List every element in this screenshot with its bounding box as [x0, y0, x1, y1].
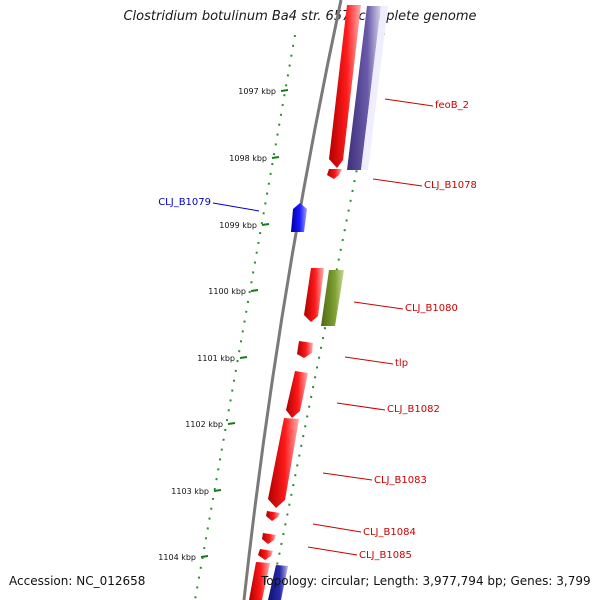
gene-callout-line [336, 402, 386, 411]
accession-text: Accession: NC_012658 [9, 574, 146, 588]
scale-tick-label: 1100 kbp [208, 287, 246, 296]
inner-dotted-track [194, 34, 296, 600]
gene-callout-line [372, 178, 423, 187]
CLJ_B1083-arrow [268, 418, 299, 508]
gene-callout-line [212, 202, 260, 212]
scale-tick-mark [261, 223, 270, 226]
gene-label: CLJ_B1083 [374, 475, 427, 486]
scale-tick-mark [213, 489, 222, 492]
gene-label: CLJ_B1085 [359, 550, 412, 561]
genome-backbone [242, 0, 343, 600]
gene-callout-line [384, 98, 434, 107]
scale-tick-label: 1099 kbp [219, 221, 257, 230]
gene-label: CLJ_B1084 [363, 527, 416, 538]
feoB_2-track-bar [347, 6, 381, 170]
gene-callout-line [322, 472, 373, 481]
feoB_2-track-bar-fade [361, 6, 388, 170]
scale-tick-mark [227, 422, 236, 425]
CLJ_B1080-track-bar [321, 270, 344, 326]
CLJ_B1079-arrow [291, 203, 307, 232]
gene-label: CLJ_B1078 [424, 180, 477, 191]
scale-tick-label: 1104 kbp [158, 553, 196, 562]
bottom-red-arrow [249, 562, 270, 600]
gene-label: CLJ_B1082 [387, 404, 440, 415]
feoB_2-arrow [329, 5, 361, 168]
gene-callout-line [344, 356, 394, 365]
gene-label: CLJ_B1079 [158, 197, 211, 208]
scale-tick-label: 1102 kbp [185, 420, 223, 429]
scale-tick-label: 1101 kbp [197, 354, 235, 363]
CLJ_B1078-arrow [327, 169, 342, 179]
map-title: Clostridium botulinum Ba4 str. 657, comp… [123, 9, 477, 24]
scale-tick-mark [200, 555, 209, 558]
gene-callout-line [307, 546, 358, 556]
CLJ_B1085-arrow [258, 549, 273, 560]
gene-label: CLJ_B1080 [405, 303, 458, 314]
scale-tick-label: 1097 kbp [238, 87, 276, 96]
gene-label: tlp [395, 358, 408, 369]
gene-features [249, 5, 388, 600]
scale-tick-mark [280, 89, 289, 92]
CLJ_B1084-arrow-b [262, 533, 276, 544]
bottom-navy-bar [268, 565, 288, 600]
scale-tick-mark [239, 356, 248, 359]
CLJ_B1082-arrow [286, 371, 308, 418]
scale-tick-label: 1103 kbp [171, 487, 209, 496]
topology-text: Topology: circular; Length: 3,977,794 bp… [261, 574, 591, 588]
gene-callout-line [312, 523, 362, 533]
scale-tick-label: 1098 kbp [229, 154, 267, 163]
gene-callout-line [353, 301, 404, 310]
scale-tick-mark [250, 289, 259, 292]
scale-tick-mark [271, 156, 280, 159]
tlp-arrow [297, 341, 313, 358]
CLJ_B1080-arrow [304, 268, 324, 322]
gene-label: feoB_2 [435, 100, 469, 111]
CLJ_B1084-arrow-a [266, 511, 280, 521]
scale-ticks: 1097 kbp 1098 kbp 1099 kbp 1100 kbp 1101 kbp… [158, 87, 289, 562]
